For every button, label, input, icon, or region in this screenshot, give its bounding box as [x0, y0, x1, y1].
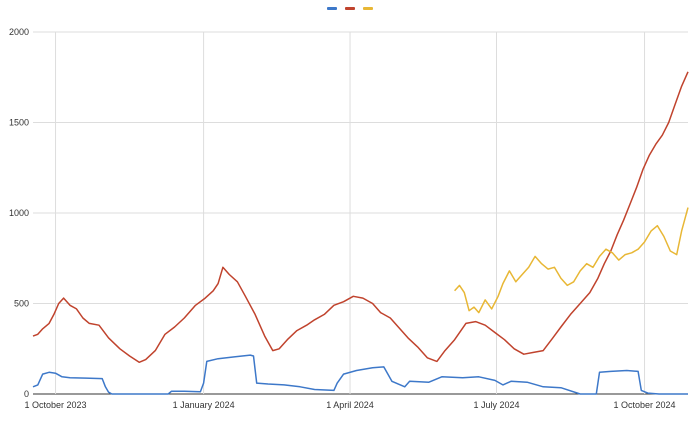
y-tick-label: 1500 — [9, 118, 29, 128]
legend-swatch-3 — [363, 7, 373, 10]
x-tick-label: 1 October 2023 — [25, 400, 87, 410]
series-line-2 — [32, 71, 689, 364]
y-tick-label: 2000 — [9, 27, 29, 37]
y-axis: 0 500 1000 1500 2000 — [9, 27, 29, 399]
x-axis: 1 October 2023 1 January 2024 1 April 2024… — [25, 400, 676, 410]
x-tick-label: 1 October 2024 — [614, 400, 676, 410]
y-tick-label: 0 — [24, 389, 29, 399]
series-layer — [32, 71, 689, 395]
x-tick-label: 1 April 2024 — [326, 400, 374, 410]
legend — [327, 7, 373, 10]
legend-swatch-1 — [327, 7, 337, 10]
legend-swatch-2 — [345, 7, 355, 10]
y-tick-label: 500 — [14, 299, 29, 309]
x-tick-label: 1 January 2024 — [173, 400, 235, 410]
series-line-1 — [32, 354, 688, 395]
series-line-3 — [454, 207, 689, 314]
grid — [33, 31, 688, 395]
x-tick-label: 1 July 2024 — [473, 400, 519, 410]
y-tick-label: 1000 — [9, 208, 29, 218]
